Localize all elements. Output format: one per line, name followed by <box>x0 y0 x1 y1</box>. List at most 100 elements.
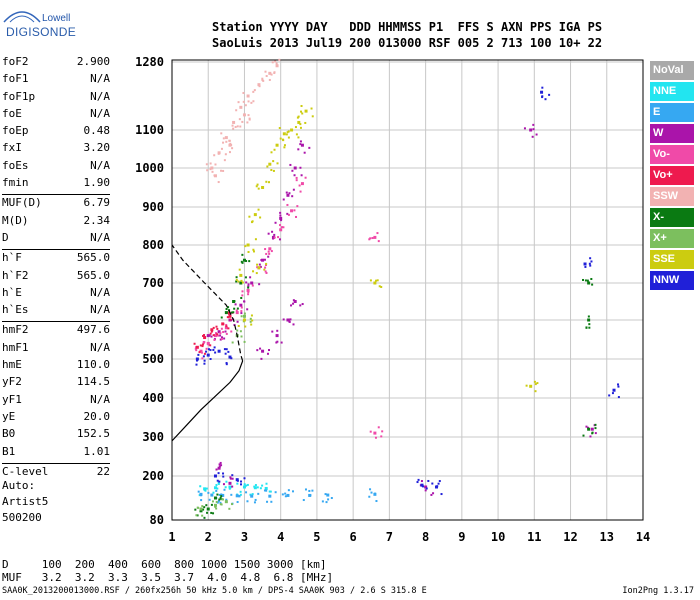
data-point-w <box>285 191 288 194</box>
data-point-e <box>309 494 312 497</box>
legend-item-nne: NNE <box>650 82 694 101</box>
data-point-sse <box>278 127 281 130</box>
data-point-e <box>219 501 222 504</box>
data-point-sse <box>239 273 243 277</box>
data-point-nne <box>253 485 256 488</box>
data-point-w <box>590 427 594 431</box>
data-point-sse <box>252 248 255 251</box>
data-point-sse <box>282 139 285 142</box>
data-point-x <box>212 512 215 515</box>
data-point-vo <box>279 228 283 232</box>
data-point-w <box>523 127 526 130</box>
data-point-w <box>282 198 285 201</box>
data-point-sse <box>256 183 259 186</box>
data-point-sse <box>270 169 273 172</box>
data-point-nnw <box>427 479 430 482</box>
data-point-nne <box>269 490 272 493</box>
data-point-sse <box>287 130 290 133</box>
data-point-ssw <box>234 125 237 128</box>
auto-version: 500200 <box>2 511 42 524</box>
data-point-w <box>279 216 283 220</box>
data-point-vo <box>376 232 379 235</box>
data-point-e <box>197 490 200 493</box>
data-point-sse <box>250 314 253 317</box>
header-row-labels: Station YYYY DAY DDD HHMMSS P1 FFS S AXN… <box>212 20 603 34</box>
param-label: hmE <box>2 358 22 372</box>
data-point-vo <box>282 226 285 229</box>
param-row: fmin 1.90 <box>2 176 110 193</box>
data-point-vo <box>201 345 204 348</box>
data-point-nne <box>261 484 264 487</box>
data-point-ssw <box>274 60 277 63</box>
data-point-w <box>293 174 296 177</box>
data-point-nnw <box>209 358 212 361</box>
param-label: foF1 <box>2 72 29 86</box>
data-point-w <box>275 341 278 344</box>
data-point-ssw <box>228 151 231 154</box>
data-point-nne <box>253 486 257 490</box>
data-point-nnw <box>590 260 593 263</box>
data-point-sse <box>283 146 286 149</box>
data-point-e <box>292 490 295 493</box>
param-value: N/A <box>90 303 110 317</box>
footer-version: Ion2Png 1.3.17 <box>622 586 694 596</box>
data-point-nnw <box>617 385 620 388</box>
data-point-sse <box>297 120 301 124</box>
param-row: foEp 0.48 <box>2 124 110 141</box>
data-point-sse <box>270 151 273 154</box>
legend-item-vo: Vo+ <box>650 166 694 185</box>
data-point-ssw <box>236 125 239 128</box>
param-label: hmF2 <box>2 323 29 337</box>
param-value: 2.34 <box>83 213 111 227</box>
data-point-sse <box>255 185 258 188</box>
data-point-e <box>330 497 333 500</box>
data-point-e <box>263 489 266 492</box>
data-point-w <box>532 123 535 126</box>
data-point-sse <box>250 323 253 326</box>
data-point-w <box>424 485 428 489</box>
param-value: 6.79 <box>83 196 111 210</box>
data-point-sse <box>237 324 240 327</box>
data-point-x <box>195 514 198 517</box>
data-point-ssw <box>265 75 268 78</box>
data-point-vo <box>227 327 230 330</box>
data-point-x <box>206 511 209 514</box>
data-point-nnw <box>437 482 440 485</box>
data-point-w <box>589 435 592 438</box>
data-point-vo <box>300 182 304 186</box>
data-point-w <box>279 214 282 217</box>
data-point-ssw <box>206 169 209 172</box>
param-label: foF2 <box>2 55 29 68</box>
x-tick-label: 12 <box>563 530 577 544</box>
data-point-w <box>430 493 433 496</box>
data-point-e <box>311 489 314 492</box>
data-point-w <box>206 334 210 338</box>
data-point-ssw <box>213 174 217 178</box>
data-point-x <box>202 508 205 511</box>
data-point-sse <box>241 281 244 284</box>
data-point-ssw <box>223 159 226 162</box>
x-tick-label: 6 <box>350 530 357 544</box>
data-point-nnw <box>217 349 221 353</box>
data-point-e <box>265 489 268 492</box>
data-point-x <box>203 516 206 519</box>
data-point-nnw <box>228 355 232 359</box>
data-point-sse <box>533 380 536 383</box>
data-point-vo <box>215 325 218 328</box>
param-row: foEs N/A <box>2 159 110 176</box>
param-value: 565.0 <box>76 268 110 282</box>
data-point-x <box>218 498 221 501</box>
param-value: N/A <box>90 285 110 299</box>
param-label: hmF1 <box>2 340 29 354</box>
data-point-sse <box>310 107 313 110</box>
data-point-e <box>210 493 214 497</box>
data-point-vo <box>295 179 298 182</box>
x-tick-label: 7 <box>386 530 393 544</box>
data-point-ssw <box>252 100 255 103</box>
data-point-nnw <box>416 481 419 484</box>
data-point-ssw <box>209 168 212 171</box>
param-separator <box>2 462 110 464</box>
data-point-e <box>325 501 328 504</box>
data-point-e <box>238 495 241 498</box>
data-point-w <box>288 320 291 323</box>
